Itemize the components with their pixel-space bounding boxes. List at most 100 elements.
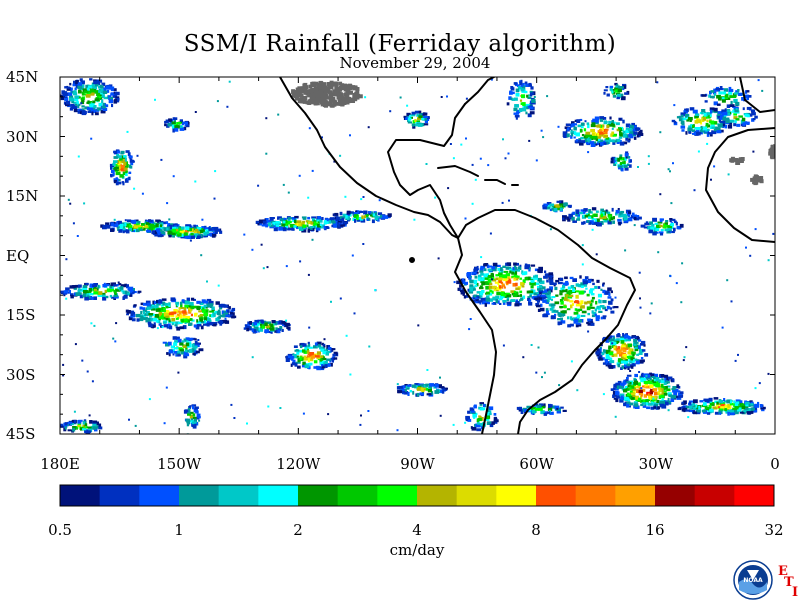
rain-cell <box>163 422 166 425</box>
rain-cell <box>180 301 183 306</box>
rain-cell <box>537 346 540 349</box>
rain-cell <box>667 397 670 402</box>
rain-cell <box>233 417 236 419</box>
rain-cell <box>772 232 775 235</box>
rain-cell <box>609 307 612 310</box>
rain-cell <box>494 281 499 284</box>
rain-cell <box>638 392 644 396</box>
rain-cell <box>533 292 538 296</box>
rain-cell <box>669 170 671 173</box>
rain-cell <box>272 221 277 226</box>
rain-cell <box>200 325 204 330</box>
rain-cell <box>549 289 553 293</box>
rain-cell <box>603 135 608 138</box>
rain-cell <box>97 89 101 94</box>
rain-cell <box>72 92 78 96</box>
rain-cell <box>128 316 133 321</box>
rain-cell <box>72 222 75 225</box>
rain-cell <box>557 125 560 128</box>
rain-cell <box>332 353 336 357</box>
rain-cell <box>608 120 613 125</box>
rain-cell <box>621 351 624 354</box>
rain-cell <box>595 138 599 142</box>
rain-cell <box>146 229 152 233</box>
no-data-cell <box>329 83 334 88</box>
rain-cell <box>565 288 568 293</box>
rain-cell <box>474 284 478 288</box>
rain-cell <box>594 120 599 123</box>
rain-cell <box>192 416 197 420</box>
rain-cell <box>632 387 637 391</box>
no-data-cell <box>308 89 313 94</box>
rain-cell <box>723 88 729 92</box>
rain-cell <box>279 407 282 409</box>
rain-cell <box>73 101 77 104</box>
rain-cell <box>734 92 739 95</box>
rain-cell <box>603 117 607 120</box>
rain-cell <box>677 407 682 411</box>
rain-cell <box>315 218 320 222</box>
rain-cell <box>601 351 605 356</box>
rain-cell <box>634 346 638 350</box>
rain-cell <box>174 125 178 129</box>
rain-cell <box>310 355 314 360</box>
rain-cell <box>605 121 608 124</box>
rain-cell <box>593 213 598 217</box>
rain-cell <box>302 217 307 220</box>
rain-cell <box>753 409 758 413</box>
rain-cell <box>659 395 662 398</box>
rain-cell <box>398 385 403 389</box>
rain-cell <box>315 365 320 369</box>
rain-cell <box>531 296 535 299</box>
rain-cell <box>515 301 520 305</box>
rain-cell <box>492 285 495 290</box>
rain-cell <box>116 150 121 154</box>
rain-cell <box>603 317 606 320</box>
rain-cell <box>749 409 754 414</box>
rain-cell <box>340 216 345 219</box>
rain-cell <box>614 158 618 162</box>
rain-cell <box>622 141 628 145</box>
rain-cell <box>649 372 652 376</box>
rain-cell <box>549 203 555 207</box>
rain-cell <box>327 364 331 367</box>
rain-cell <box>648 395 652 400</box>
rain-cell <box>148 226 154 231</box>
rain-cell <box>673 121 677 124</box>
rain-cell <box>192 352 196 356</box>
rain-cell <box>684 111 687 115</box>
rain-cell <box>504 157 507 160</box>
rain-cell <box>179 119 183 122</box>
rain-cell <box>277 223 282 226</box>
rain-cell <box>330 357 335 361</box>
rain-cell <box>181 122 185 126</box>
rain-cell <box>646 226 652 230</box>
rain-cell <box>649 376 652 381</box>
rain-cell <box>621 346 626 350</box>
rain-cell <box>86 101 90 104</box>
no-data-cell <box>295 87 300 92</box>
no-data-cell <box>319 95 324 100</box>
rain-cell <box>481 290 485 294</box>
rain-cell <box>737 353 739 356</box>
rain-cell <box>170 297 176 302</box>
rain-cell <box>670 395 673 399</box>
rain-cell <box>502 138 504 141</box>
rain-cell <box>705 124 709 128</box>
rain-cell <box>62 363 65 366</box>
rain-cell <box>88 428 93 432</box>
rain-cell <box>581 126 584 129</box>
rain-cell <box>554 286 558 291</box>
rain-cell <box>625 379 629 383</box>
rain-cell <box>399 96 402 99</box>
rain-cell <box>474 423 477 427</box>
rain-cell <box>629 370 632 372</box>
rain-cell <box>467 288 471 292</box>
rain-cell <box>714 93 716 96</box>
rain-cell <box>562 310 567 314</box>
rain-cell <box>145 221 148 224</box>
rain-cell <box>374 289 377 292</box>
rain-cell <box>640 357 644 360</box>
rain-cell <box>127 152 131 156</box>
rain-cell <box>573 278 577 282</box>
